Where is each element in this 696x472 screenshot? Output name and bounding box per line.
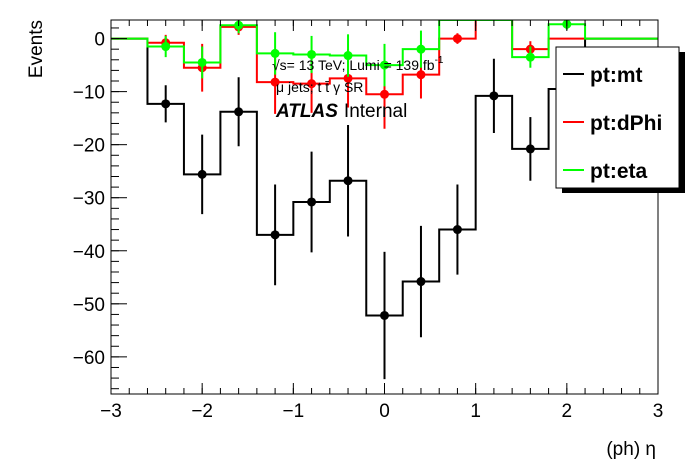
data-point (270, 48, 280, 58)
data-point (380, 89, 389, 99)
x-axis-title: (ph) η (606, 439, 656, 460)
data-point (489, 91, 499, 101)
data-point (270, 230, 280, 240)
data-point (343, 73, 353, 83)
data-point (197, 57, 207, 67)
atlas-annotation: √s= 13 TeV; Lumi = 139 fb-1 μ jets; t t̄… (272, 55, 444, 122)
legend-label: pt:dPhi (590, 112, 662, 135)
data-point (380, 60, 389, 70)
axis-ticks: −3 −2 −1 0 1 2 30−10−20−30−40−50−60 (73, 20, 664, 422)
x-tick-label: 3 (653, 401, 664, 422)
legend: pt:mt pt:dPhi pt:eta (555, 46, 685, 193)
data-point (161, 42, 171, 52)
y-tick-label: −40 (73, 242, 105, 263)
data-point (307, 79, 317, 89)
x-tick-label: 1 (470, 401, 481, 422)
x-tick-label: −2 (191, 401, 213, 422)
data-point (343, 51, 353, 61)
legend-label: pt:eta (590, 160, 647, 183)
data-point (452, 225, 462, 235)
data-point (270, 77, 280, 87)
data-point (234, 107, 244, 117)
y-axis-title: Events (26, 20, 47, 78)
legend-label: pt:mt (590, 64, 642, 87)
y-tick-label: −10 (73, 83, 105, 104)
x-tick-label: 2 (562, 401, 573, 422)
channel-label: μ jets; t t̄ γ SR (276, 79, 363, 95)
data-point (416, 70, 426, 80)
y-tick-label: −60 (73, 348, 105, 369)
y-tick-label: −20 (73, 136, 105, 157)
data-point (525, 144, 535, 154)
x-tick-label: −1 (282, 401, 304, 422)
data-point (452, 34, 462, 44)
data-point (307, 49, 317, 59)
data-point (161, 99, 171, 109)
data-point (380, 310, 389, 320)
x-tick-label: −3 (100, 401, 122, 422)
series-pt-mt (111, 37, 658, 380)
data-point (343, 176, 353, 186)
data-point (416, 277, 426, 287)
energy-lumi-label: √s= 13 TeV; Lumi = 139 fb-1 (272, 55, 444, 73)
legend-entries: pt:mt pt:dPhi pt:eta (563, 64, 662, 183)
data-point (307, 197, 317, 207)
y-tick-label: 0 (94, 30, 105, 51)
legend-box (555, 46, 680, 189)
data-point (197, 169, 207, 179)
data-point (525, 52, 535, 62)
step-line (111, 37, 658, 317)
x-tick-label: 0 (379, 401, 390, 422)
data-layer (111, 20, 658, 380)
data-point (416, 44, 426, 54)
y-tick-label: −50 (73, 295, 105, 316)
atlas-label: ATLAS Internal (275, 101, 407, 122)
y-tick-label: −30 (73, 189, 105, 210)
